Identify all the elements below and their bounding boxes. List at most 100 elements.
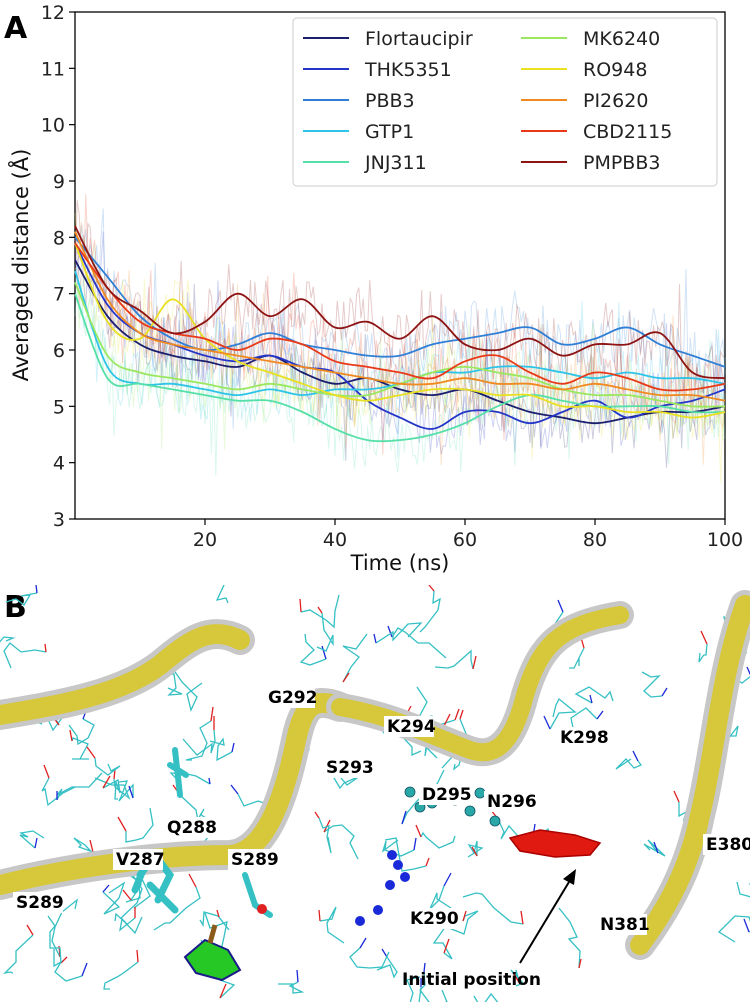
- stick-residue: [558, 907, 581, 969]
- stick-residue: [73, 837, 101, 862]
- atom-tip: [86, 746, 96, 759]
- y-tick-label: 6: [53, 340, 65, 362]
- atom-tip: [454, 708, 460, 721]
- series-noise-gtp1: [74, 263, 726, 458]
- distance-chart: A 3 4 5 6 7 8 9 10 11 12 20 40 60 80 100 Time (ns) Av…: [4, 2, 743, 575]
- stick-residue: [71, 737, 89, 760]
- stick-residue: [68, 718, 95, 746]
- ligand-tail: [166, 968, 187, 985]
- stick-residue: [736, 881, 750, 898]
- atom-tip: [318, 909, 321, 922]
- stick-residue: [3, 934, 34, 975]
- atom-tip: [428, 585, 435, 592]
- atom-tip: [700, 630, 708, 645]
- atom-tip: [296, 969, 299, 983]
- y-tick-label: 12: [41, 2, 65, 24]
- atom-tip: [89, 839, 94, 853]
- residue-label: K294: [387, 717, 436, 737]
- ribbon-lower-left-yellow: [0, 692, 350, 895]
- legend-label: GTP1: [365, 121, 414, 143]
- residue-label-bg: [419, 784, 469, 805]
- atom-tip: [381, 948, 388, 958]
- atom-tip: [231, 742, 235, 753]
- residue-label: N381: [600, 915, 650, 935]
- green-ligand: [183, 938, 242, 982]
- stick-residue: [419, 971, 448, 1002]
- stick-residue: [323, 824, 359, 860]
- atom-tip: [632, 750, 639, 762]
- series-line-cbd2115: [74, 242, 726, 392]
- atom-tip: [299, 598, 302, 613]
- atom-tip: [459, 709, 464, 720]
- stick-residue: [56, 772, 103, 801]
- nitrogen-sphere: [373, 905, 383, 915]
- atom-tip: [673, 790, 680, 803]
- residue-label: N296: [487, 792, 537, 812]
- atom-tip: [373, 633, 377, 644]
- ion-sphere: [489, 815, 501, 827]
- legend-label: JNJ311: [364, 152, 427, 174]
- stick-residue: [3, 642, 47, 669]
- atom-tip: [216, 909, 220, 918]
- stick-residue: [462, 892, 524, 925]
- series-line-pi2620: [74, 231, 726, 402]
- ions: [355, 786, 501, 926]
- stick-residue: [47, 915, 62, 964]
- stick-residue: [349, 947, 390, 969]
- series-noise-flortaucipir: [74, 253, 726, 468]
- s289-oxygen: [257, 904, 267, 914]
- stick-residue: [330, 771, 361, 790]
- atom-tip: [60, 956, 68, 964]
- stick-residue: [569, 647, 585, 669]
- residue-label-bg: [557, 727, 607, 748]
- residue-label-bg: [384, 716, 434, 737]
- atom-tip: [415, 824, 422, 838]
- stick-residue: [170, 665, 203, 712]
- stick-residue: [185, 720, 212, 761]
- atom-tip: [188, 873, 197, 888]
- x-tick-label: 40: [323, 529, 347, 551]
- legend-label: THK5351: [364, 59, 452, 81]
- stick-residue: [278, 981, 305, 994]
- residue-label-bg: [113, 849, 163, 870]
- residue-label-bg: [597, 914, 647, 935]
- q288-sticks: [167, 747, 189, 798]
- stick-residue: [467, 840, 484, 858]
- stick-residue: [615, 758, 643, 770]
- legend-label: CBD2115: [583, 121, 672, 143]
- stick-residue: [19, 830, 45, 849]
- atom-tip: [661, 687, 668, 697]
- legend-label: RO948: [583, 59, 647, 81]
- residue-label-bg: [323, 757, 373, 778]
- legend-label: PMPBB3: [583, 152, 660, 174]
- series-noise-pbb3: [74, 208, 726, 429]
- atom-tip: [81, 962, 88, 977]
- atom-tip: [471, 846, 478, 857]
- atom-tip: [578, 958, 582, 969]
- stick-residue: [125, 807, 154, 843]
- atom-tip: [743, 918, 750, 933]
- stick-residue: [5, 592, 38, 606]
- y-tick-label: 11: [41, 58, 65, 80]
- y-axis-ticks: 3 4 5 6 7 8 9 10 11 12: [41, 2, 75, 531]
- residue-label-bg: [164, 817, 214, 838]
- atom-tip: [543, 715, 551, 730]
- stick-residue: [94, 757, 121, 776]
- y-tick-label: 8: [53, 227, 65, 249]
- stick-residue: [432, 919, 453, 960]
- series-layer: [74, 225, 726, 443]
- residue-label: S289: [231, 850, 279, 870]
- series-line-ro948: [74, 242, 726, 419]
- atom-tip: [462, 910, 467, 922]
- residue-label-bg: [703, 834, 750, 855]
- stick-residue: [182, 729, 216, 756]
- nitrogen-sphere: [355, 916, 365, 926]
- residue-label: E380: [706, 835, 750, 855]
- y-axis-label: Averaged distance (Å): [7, 149, 33, 382]
- panel-b-letter: B: [4, 590, 27, 625]
- atom-tip: [35, 585, 38, 594]
- stick-residue: [375, 622, 423, 644]
- legend: Flortaucipir THK5351 PBB3 GTP1 JNJ311 MK6240 R…: [292, 17, 718, 187]
